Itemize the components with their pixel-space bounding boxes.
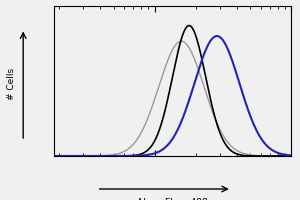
- Text: # Cells: # Cells: [7, 68, 16, 100]
- Text: Alexa Fluor 488: Alexa Fluor 488: [137, 198, 208, 200]
